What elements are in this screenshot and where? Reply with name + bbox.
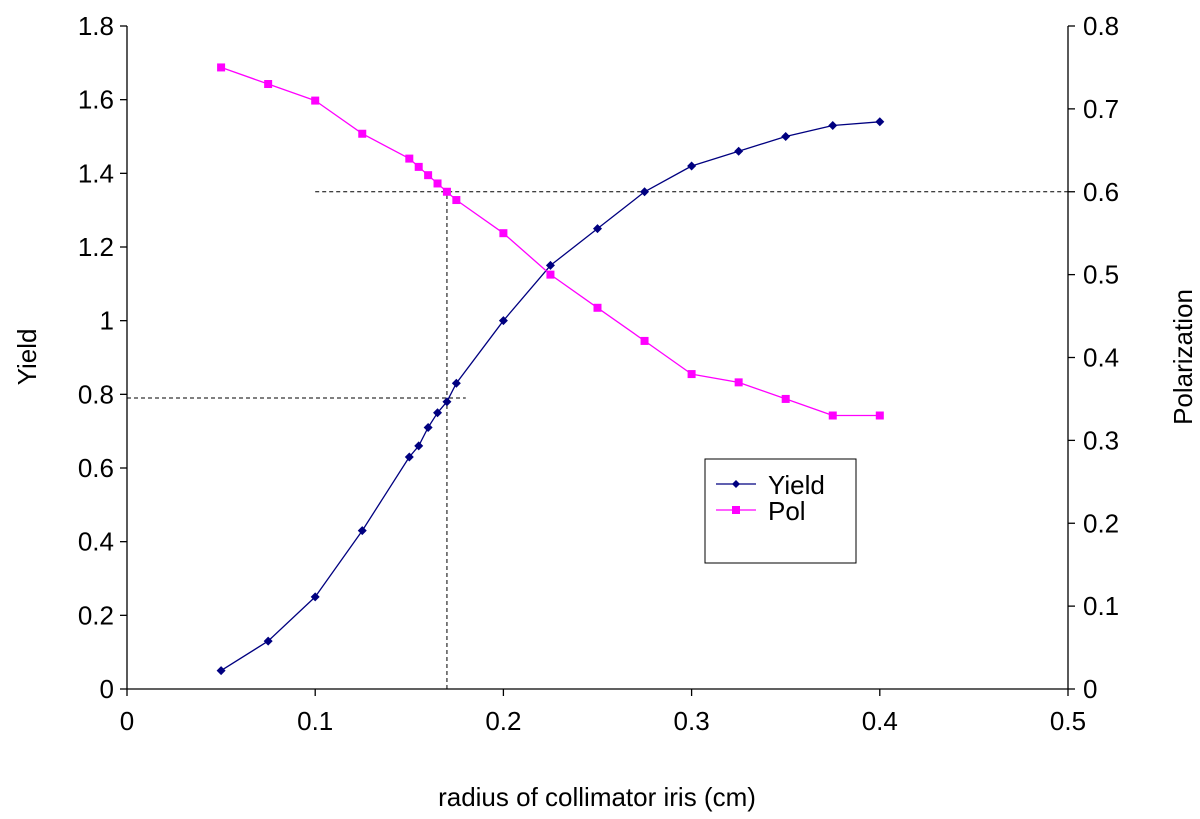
y2-tick-label: 0.8	[1083, 11, 1119, 41]
data-point-yield	[593, 224, 602, 234]
data-point-yield	[687, 161, 697, 171]
y2-tick-label: 0.4	[1083, 343, 1119, 373]
legend: Yield Pol	[704, 458, 857, 564]
y2-tick-label: 0	[1083, 674, 1097, 704]
data-point-pol	[311, 96, 320, 105]
axes	[120, 25, 1075, 696]
legend-yield-label: Yield	[768, 470, 825, 500]
y-tick-label: 1.8	[78, 11, 114, 41]
legend-item-yield: Yield	[716, 470, 825, 500]
y-tick-label: 1	[100, 306, 114, 336]
legend-pol-marker	[732, 506, 740, 514]
x-axis-title: radius of collimator iris (cm)	[438, 782, 756, 812]
x-tick-label: 0.1	[297, 706, 333, 736]
data-point-pol	[442, 187, 451, 196]
y2-tick-label: 0.3	[1083, 425, 1119, 455]
data-point-yield	[216, 666, 226, 676]
series-line-yield	[220, 121, 880, 672]
y2-tick-label: 0.5	[1083, 260, 1119, 290]
data-point-yield	[414, 441, 424, 451]
tick-labels: 0 0.1 0.2 0.3 0.4 0.500.20.40.60.811.21.41.61…	[78, 11, 1119, 736]
data-point-pol	[433, 179, 442, 188]
data-point-yield	[545, 260, 555, 270]
y-tick-label: 0.2	[78, 600, 114, 630]
y2-axis-title: Polarization	[1168, 289, 1198, 425]
y2-tick-label: 0.7	[1083, 94, 1119, 124]
y-tick-label: 0.6	[78, 453, 114, 483]
data-point-yield	[433, 408, 443, 418]
y-axis-title: Yield	[12, 329, 42, 386]
y2-tick-label: 0.2	[1083, 508, 1119, 538]
series	[216, 63, 885, 676]
data-point-yield	[404, 452, 414, 462]
data-point-pol	[593, 303, 602, 312]
legend-yield-marker	[732, 480, 740, 488]
y-tick-label: 1.2	[78, 232, 114, 262]
data-point-yield	[498, 316, 508, 326]
x-tick-label: 0.2	[485, 706, 521, 736]
data-point-yield	[640, 187, 650, 197]
data-point-yield	[442, 397, 452, 407]
x-tick-label: 0.4	[862, 706, 898, 736]
y-tick-label: 0.4	[78, 527, 114, 557]
data-point-yield	[310, 592, 320, 602]
data-point-pol	[875, 411, 884, 420]
data-point-yield	[423, 422, 433, 432]
y-tick-label: 0.8	[78, 379, 114, 409]
data-point-pol	[405, 154, 414, 163]
y-tick-label: 1.4	[78, 158, 114, 188]
series-line-pol	[220, 66, 880, 417]
x-tick-label: 0	[120, 706, 134, 736]
data-point-yield	[357, 526, 367, 536]
data-point-pol	[414, 162, 423, 171]
data-point-pol	[828, 411, 837, 420]
y2-tick-label: 0.6	[1083, 177, 1119, 207]
data-point-pol	[781, 394, 790, 403]
data-point-pol	[734, 378, 743, 387]
legend-box	[704, 458, 857, 564]
data-point-yield	[451, 378, 461, 388]
data-point-yield	[828, 120, 838, 130]
data-point-pol	[217, 63, 226, 72]
y-tick-label: 0	[100, 674, 114, 704]
data-point-pol	[687, 370, 696, 379]
reference-lines	[127, 188, 1068, 689]
data-point-pol	[358, 129, 367, 138]
data-point-pol	[499, 229, 508, 238]
data-point-pol	[452, 196, 461, 205]
x-tick-label: 0.5	[1050, 706, 1086, 736]
y2-tick-label: 0.1	[1083, 591, 1119, 621]
data-point-pol	[640, 336, 649, 345]
data-point-yield	[263, 636, 273, 646]
x-tick-label: 0.3	[674, 706, 710, 736]
data-point-pol	[546, 270, 555, 279]
data-point-yield	[781, 132, 791, 141]
data-point-pol	[424, 171, 433, 180]
y-tick-label: 1.6	[78, 85, 114, 115]
legend-pol-label: Pol	[768, 496, 806, 526]
data-point-yield	[734, 146, 744, 156]
data-point-yield	[875, 117, 885, 127]
legend-item-pol: Pol	[716, 496, 806, 526]
data-point-pol	[264, 80, 273, 89]
